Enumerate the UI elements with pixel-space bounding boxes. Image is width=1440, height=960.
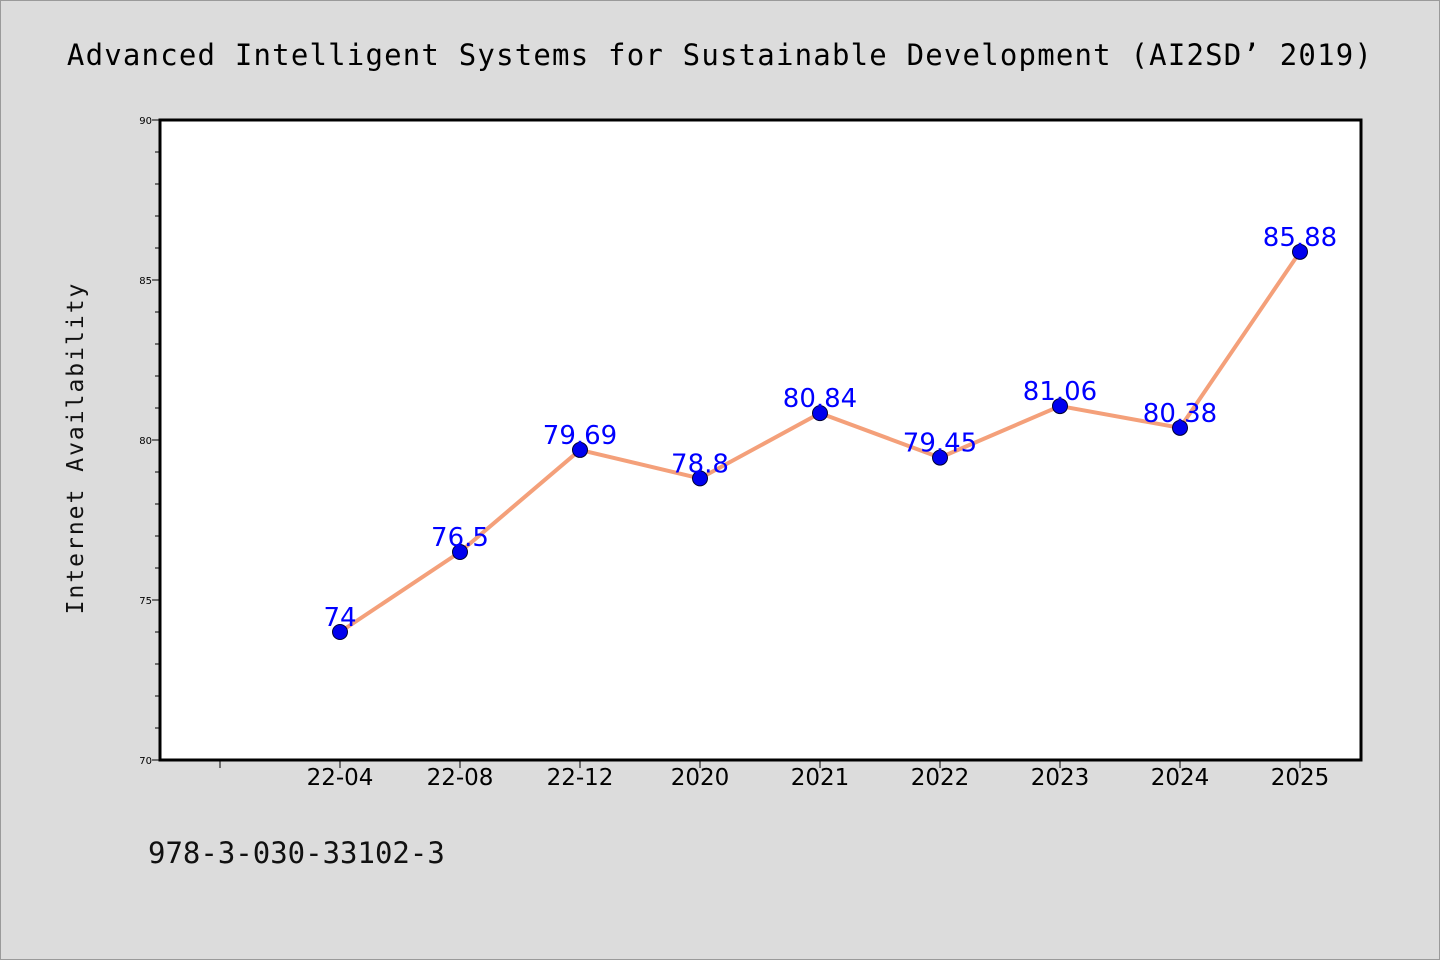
y-tick-label: 75 xyxy=(139,596,152,607)
series-markers xyxy=(332,243,1308,640)
data-label: 85.88 xyxy=(1263,223,1337,253)
data-label: 76.5 xyxy=(431,523,489,553)
y-tick-label: 80 xyxy=(139,436,152,447)
y-tick-label: 90 xyxy=(139,116,152,127)
isbn-text: 978-3-030-33102-3 xyxy=(148,836,445,870)
data-label: 79.45 xyxy=(903,429,977,459)
data-point xyxy=(812,405,828,422)
y-tick-label: 85 xyxy=(139,276,152,287)
x-tick-label: 2022 xyxy=(911,765,970,791)
data-point xyxy=(1292,243,1308,260)
x-axis-ticks: 22-04 22-08 22-12 2020 2021 2022 2023 2024 2025 xyxy=(219,760,1330,791)
x-tick-label: 2024 xyxy=(1151,765,1210,791)
data-point xyxy=(332,624,348,640)
data-point xyxy=(1052,398,1068,415)
data-point xyxy=(692,470,708,487)
data-label: 78.8 xyxy=(671,449,729,479)
data-label: 74 xyxy=(323,603,356,633)
y-axis-ticks: 70 75 80 85 90 xyxy=(139,116,160,767)
x-tick-label: 22-08 xyxy=(427,765,494,791)
data-labels: 74 76.5 79.69 78.8 80.84 79.45 81.06 80.38 85.88 xyxy=(323,223,1337,633)
x-tick-label: 2023 xyxy=(1031,765,1090,791)
y-tick-label: 70 xyxy=(139,756,152,767)
x-tick-label: 2025 xyxy=(1271,765,1330,791)
data-point xyxy=(1172,419,1188,436)
x-tick-label: 2021 xyxy=(791,765,850,791)
data-label: 80.38 xyxy=(1143,399,1217,429)
x-tick-label: 2020 xyxy=(671,765,730,791)
x-tick-label: 22-12 xyxy=(547,765,614,791)
x-tick-label: 22-04 xyxy=(307,765,374,791)
data-point xyxy=(932,449,948,466)
data-label: 80.84 xyxy=(783,384,857,414)
plot-area xyxy=(158,118,1363,762)
data-point xyxy=(572,441,588,458)
data-label: 79.69 xyxy=(543,421,617,451)
chart-title: Advanced Intelligent Systems for Sustain… xyxy=(66,38,1374,72)
data-point xyxy=(452,544,468,560)
data-label: 81.06 xyxy=(1023,377,1097,407)
